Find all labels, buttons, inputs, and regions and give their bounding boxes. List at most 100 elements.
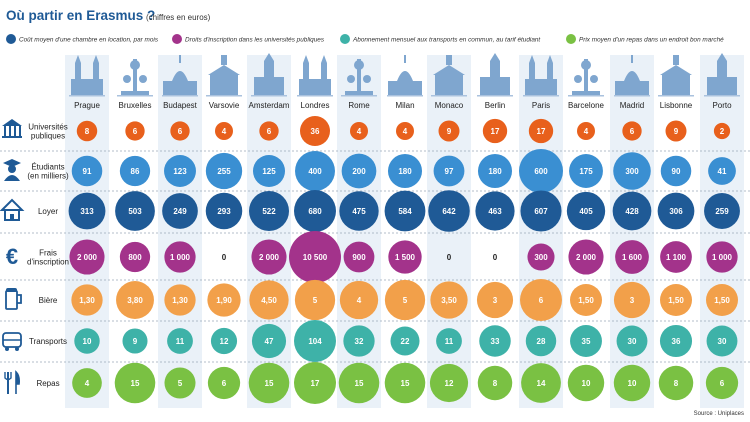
bubble (569, 154, 603, 188)
bubble-label: 200 (352, 167, 366, 176)
bubble (479, 325, 511, 357)
bubble-label: 28 (537, 337, 546, 346)
city-label: Paris (532, 101, 550, 110)
bubble (520, 190, 562, 232)
bubble (164, 155, 196, 187)
bubble (430, 281, 468, 319)
bubble-label: 180 (488, 167, 502, 176)
bubble-label: 15 (265, 379, 274, 388)
bubble (659, 324, 693, 358)
bubble-label: 6 (178, 127, 183, 136)
bubble (388, 240, 422, 274)
bubble (477, 365, 513, 401)
row-label: Transports (29, 337, 67, 346)
bubble (251, 323, 287, 359)
bubble-label: 3,50 (441, 296, 457, 305)
bubble-label: 600 (534, 167, 548, 176)
bubble-label: 175 (579, 167, 593, 176)
bubble (525, 325, 557, 357)
bubble-label: 900 (352, 253, 366, 262)
skyline-icon (614, 55, 650, 97)
bubble-label: 17 (311, 379, 320, 388)
bubble (339, 191, 379, 231)
bubble (125, 121, 145, 141)
bubble (68, 192, 106, 230)
bubble-label: 6 (267, 127, 272, 136)
legend-item: Abonnement mensuel aux transports en com… (340, 34, 540, 44)
bubble-label: 306 (669, 207, 683, 216)
bubble-label: 300 (534, 253, 548, 262)
bubble (69, 239, 105, 275)
bubble (205, 192, 243, 230)
svg-text:€: € (6, 244, 18, 269)
bubble-label: 17 (537, 127, 546, 136)
bubble-label: 1,90 (216, 296, 232, 305)
bubble-label: 4 (357, 296, 362, 305)
skyline-icon (387, 55, 423, 97)
bubble (71, 155, 103, 187)
bubble-label: 6 (133, 127, 138, 136)
row-label: Universités publiques (28, 123, 68, 141)
row-separators (0, 150, 750, 363)
bubble-label: 35 (582, 337, 591, 346)
city-label: Milan (395, 101, 414, 110)
bubbles: 8 6 6 4 6 36 4 4 9 17 17 4 6 9 291 86 123 255 125 400 200 180… (68, 116, 740, 404)
city-label: Monaco (435, 101, 464, 110)
city-label: Berlin (485, 101, 505, 110)
bubble-label: 1,50 (578, 296, 594, 305)
city-skylines (69, 53, 740, 97)
bubble-label: 313 (80, 207, 94, 216)
bubble (350, 122, 368, 140)
legend-label: Prix moyen d'un repas dans un endroit bo… (579, 37, 724, 44)
bubble (164, 284, 196, 316)
legend-swatch (566, 34, 576, 44)
bubble-label: 3,80 (127, 296, 143, 305)
bubble-label: 22 (401, 337, 410, 346)
row-label: Frais d'inscription (27, 249, 69, 267)
city-label: Londres (301, 101, 330, 110)
bubble (248, 190, 290, 232)
bubble-label: 15 (131, 379, 140, 388)
bubble-label: 47 (265, 337, 274, 346)
bubble-label: 1,30 (79, 296, 95, 305)
bubble-label: 1 000 (170, 253, 191, 262)
bubble (433, 155, 465, 187)
bubble (613, 281, 651, 319)
bubble-label: 2 (720, 127, 725, 136)
bubble-label: 3 (630, 296, 635, 305)
bubble (438, 120, 460, 142)
bubble (164, 367, 196, 399)
bubble (615, 240, 649, 274)
bubble-label: 5 (313, 296, 318, 305)
legend-item: Prix moyen d'un repas dans un endroit bo… (566, 34, 724, 44)
house-icon (0, 198, 25, 221)
bubble (660, 284, 692, 316)
skyline-icon (477, 53, 513, 97)
bubble-label: 1,30 (172, 296, 188, 305)
bubble (568, 239, 604, 275)
bubble (520, 279, 562, 321)
bubble (74, 328, 100, 354)
bubble (338, 362, 380, 404)
skyline-icon (297, 55, 333, 97)
bubble-label: 680 (308, 207, 322, 216)
bubble-label: 400 (308, 167, 322, 176)
row-label: Étudiants (en milliers) (27, 163, 69, 181)
bubble-label: 6 (630, 127, 635, 136)
bubble (567, 364, 605, 402)
bubble-label: 5 (178, 379, 183, 388)
bubble-label: 14 (537, 379, 546, 388)
skyline-icon (431, 55, 467, 97)
bubble (249, 280, 289, 320)
bubble-label: 0 (222, 253, 227, 262)
bubble (71, 284, 103, 316)
row-label: Loyer (38, 207, 58, 216)
university-icon (2, 119, 22, 138)
bubble (210, 327, 238, 355)
bubble-label: 10 (628, 379, 637, 388)
bubble (706, 325, 738, 357)
bubble (289, 231, 341, 283)
bubble (475, 191, 515, 231)
skyline-icon (523, 55, 559, 97)
bubble-label: 800 (128, 253, 142, 262)
